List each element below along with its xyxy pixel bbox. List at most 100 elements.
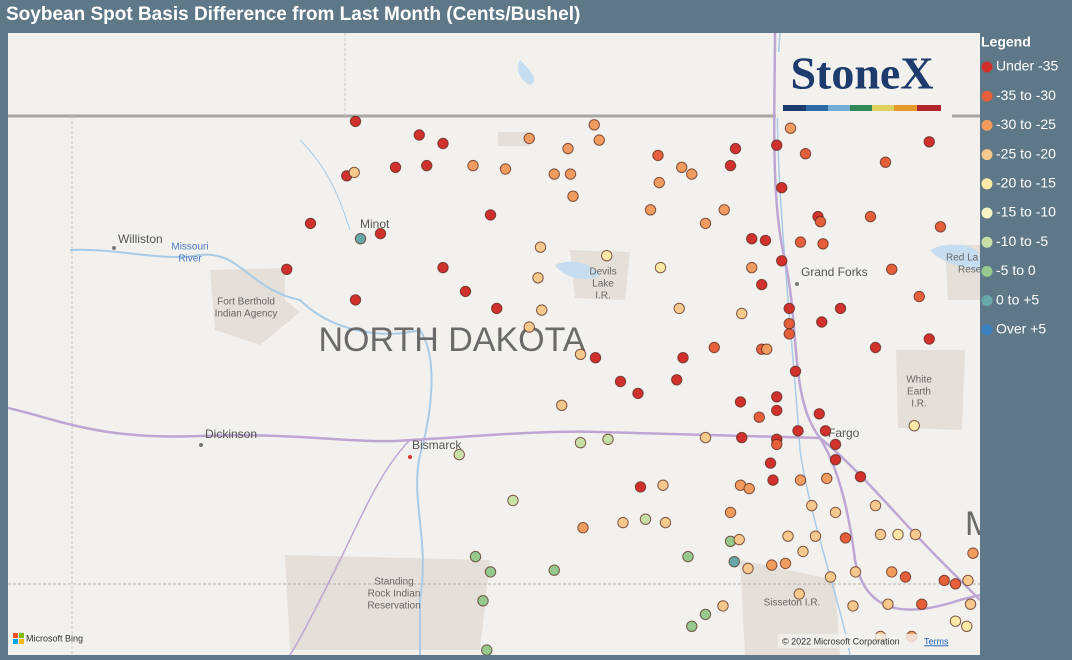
location-point [794, 474, 807, 486]
location-point [813, 408, 825, 420]
river-label: River [178, 254, 202, 265]
location-point [574, 348, 587, 360]
location-point [761, 343, 773, 355]
location-point [281, 263, 293, 275]
legend-label: -15 to -10 [996, 204, 1056, 220]
location-point [771, 404, 783, 417]
legend-label: -10 to -5 [996, 233, 1048, 249]
legend-label: Under -35 [996, 58, 1058, 74]
location-point [792, 425, 804, 437]
location-point [734, 396, 747, 408]
location-point [766, 559, 778, 571]
location-point [459, 285, 472, 298]
location-point [574, 437, 587, 449]
location-point [938, 574, 950, 587]
location-point [644, 204, 657, 216]
location-point [673, 302, 685, 315]
location-point [814, 216, 827, 228]
location-point [759, 234, 772, 247]
legend-label: -5 to 0 [996, 262, 1036, 278]
location-point [686, 168, 698, 180]
location-point [677, 352, 689, 364]
location-point [421, 159, 433, 172]
location-point [601, 250, 613, 262]
location-point [523, 321, 535, 333]
legend-swatch [981, 265, 993, 277]
legend-label: Over +5 [996, 321, 1046, 337]
location-point [304, 217, 317, 230]
legend-label: -30 to -25 [996, 116, 1056, 132]
location-point [477, 595, 489, 607]
location-point [523, 132, 535, 145]
attribution: © 2022 Microsoft Corporation [782, 636, 900, 646]
location-point [913, 290, 925, 303]
location-point [467, 159, 479, 172]
place-label: Minot [360, 217, 390, 231]
location-point [806, 499, 818, 512]
place-label: Rese [958, 265, 982, 276]
place-label: I.R. [595, 291, 611, 302]
city-dot [408, 455, 412, 459]
location-point [634, 481, 647, 493]
location-point [869, 499, 882, 512]
location-point [593, 134, 605, 146]
place-label: Fargo [828, 426, 860, 440]
location-point [652, 149, 664, 162]
location-point [829, 454, 842, 466]
location-point [962, 574, 974, 587]
location-point [961, 620, 973, 632]
location-point [736, 307, 748, 320]
location-point [437, 137, 449, 150]
location-point [733, 533, 745, 546]
place-label: Bismarck [412, 438, 462, 452]
location-point [577, 522, 589, 534]
place-label: Grand Forks [801, 265, 868, 279]
location-point [784, 122, 797, 134]
legend-swatch [981, 178, 993, 190]
location-point [349, 294, 362, 306]
location-point [718, 204, 730, 216]
place-label: Williston [118, 232, 163, 246]
place-label: Sisseton I.R. [764, 598, 821, 609]
location-point [789, 365, 802, 377]
location-point [909, 528, 922, 541]
location-point [481, 644, 493, 655]
attribution-bg [778, 634, 980, 648]
location-point [413, 129, 425, 141]
location-point [934, 221, 947, 233]
location-point [829, 506, 842, 519]
legend-label: -25 to -20 [996, 145, 1056, 161]
location-point [499, 163, 512, 175]
location-point [834, 302, 847, 315]
place-label: Lake [592, 279, 614, 290]
location-point [949, 615, 962, 627]
location-point [507, 494, 519, 507]
location-point [453, 448, 465, 461]
rivers [69, 33, 851, 655]
legend-swatch [981, 119, 993, 131]
location-point [764, 457, 777, 469]
location-point [746, 261, 758, 274]
location-point [799, 148, 812, 160]
location-point [686, 620, 698, 632]
location-point [671, 374, 683, 386]
title: Soybean Spot Basis Difference from Last … [6, 4, 580, 25]
location-point [753, 411, 765, 423]
location-point [821, 472, 833, 485]
location-point [776, 182, 788, 194]
terms-link[interactable]: Terms [924, 636, 949, 646]
location-point [742, 562, 754, 575]
location-point [923, 333, 935, 345]
attribution: Microsoft Bing [26, 633, 83, 643]
location-point [782, 530, 794, 542]
map: Williston Missouri River Minot Fort Bert… [8, 33, 982, 655]
location-point [824, 571, 837, 583]
legend-swatch [981, 61, 993, 73]
location-point [964, 598, 977, 610]
location-point [484, 566, 497, 578]
location-point [783, 318, 795, 330]
location-point [729, 142, 742, 155]
location-point [469, 550, 482, 563]
location-point [588, 119, 600, 131]
